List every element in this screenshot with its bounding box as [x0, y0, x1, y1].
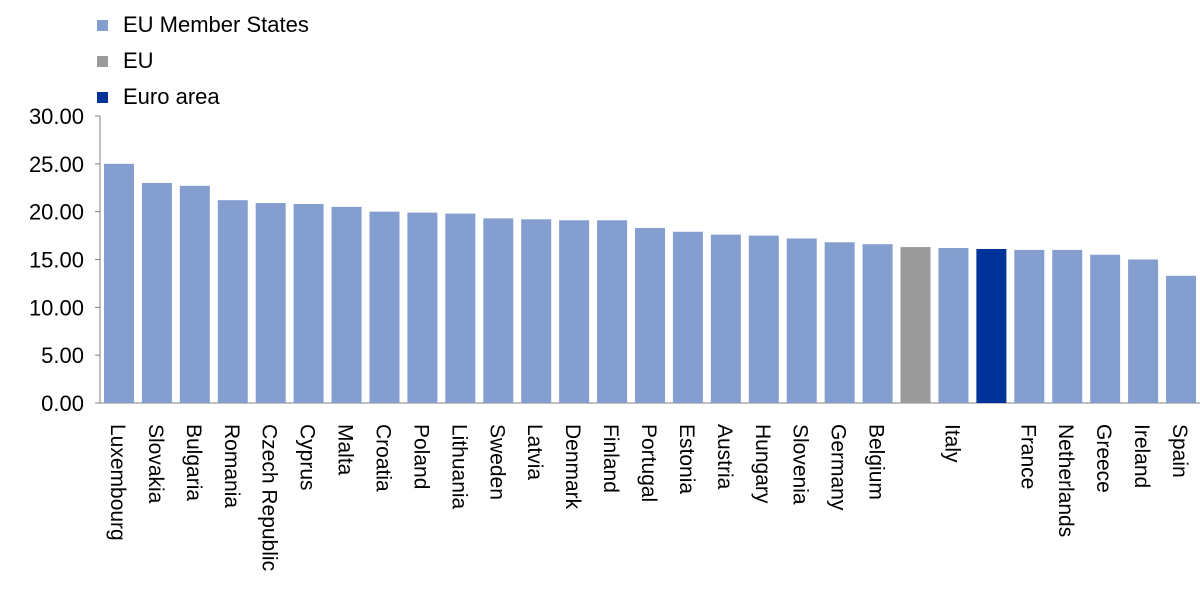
- x-tick-label: Greece: [1092, 424, 1115, 493]
- bar: [407, 212, 438, 403]
- x-tick-label: Cyprus: [296, 424, 319, 491]
- bar: [862, 244, 893, 403]
- bar: [179, 185, 210, 403]
- bar: [1014, 249, 1045, 403]
- bar: [672, 231, 703, 403]
- bar: [559, 220, 590, 403]
- bar: [900, 247, 931, 403]
- x-tick-label: Spain: [1168, 424, 1191, 478]
- x-tick-label: Austria: [713, 424, 736, 490]
- bar: [938, 248, 969, 403]
- bar: [521, 219, 552, 403]
- legend-item: EU: [97, 48, 154, 74]
- bar: [748, 235, 779, 403]
- x-tick-label: Estonia: [675, 424, 698, 494]
- legend-swatch: [97, 91, 108, 103]
- bar: [331, 206, 362, 403]
- legend-label: EU Member States: [123, 12, 309, 37]
- x-tick-label: Luxembourg: [106, 424, 129, 541]
- bar: [976, 248, 1007, 403]
- bar: [445, 213, 476, 403]
- bar: [483, 218, 514, 403]
- bar: [255, 203, 286, 403]
- bar: [217, 200, 248, 403]
- bar: [1052, 249, 1083, 403]
- x-tick-label: Bulgaria: [182, 424, 205, 501]
- bar: [824, 242, 855, 403]
- x-tick-label: Romania: [220, 424, 243, 508]
- legend-swatch: [97, 55, 108, 67]
- legend-item: EU Member States: [97, 12, 309, 38]
- x-tick-label: Slovenia: [789, 424, 812, 505]
- bar: [597, 220, 628, 403]
- x-tick-label: Croatia: [371, 424, 394, 492]
- y-tick-label: 25.00: [29, 152, 84, 177]
- bar: [103, 163, 134, 403]
- x-tick-label: Malta: [334, 424, 357, 476]
- legend-label: Euro area: [123, 84, 220, 109]
- bar: [1166, 275, 1197, 403]
- x-tick-label: Belgium: [865, 424, 888, 500]
- bar: [710, 234, 741, 403]
- x-tick-label: Hungary: [751, 424, 774, 504]
- legend-item: Euro area: [97, 84, 220, 110]
- x-tick-label: Netherlands: [1054, 424, 1077, 537]
- x-tick-label: Lithuania: [447, 424, 470, 510]
- bar: [635, 227, 665, 403]
- x-tick-label: Slovakia: [144, 424, 167, 504]
- x-tick-label: Poland: [409, 424, 432, 489]
- y-tick-label: 0.00: [41, 391, 84, 416]
- x-tick-label: Czech Republic: [258, 424, 281, 571]
- bar: [786, 238, 817, 403]
- x-tick-label: Finland: [599, 424, 622, 493]
- x-tick-label: France: [1016, 424, 1039, 489]
- y-tick-label: 30.00: [29, 104, 84, 129]
- bar: [141, 182, 172, 403]
- x-tick-label: Portugal: [637, 424, 660, 502]
- x-tick-label: Germany: [827, 424, 850, 511]
- y-tick-label: 10.00: [29, 295, 84, 320]
- legend-swatch: [97, 19, 108, 31]
- bar: [369, 211, 400, 403]
- legend-label: EU: [123, 48, 154, 73]
- x-tick-label: Italy: [940, 424, 963, 463]
- x-tick-label: Sweden: [485, 424, 508, 500]
- x-tick-label: Denmark: [561, 424, 584, 510]
- x-tick-label: Latvia: [523, 424, 546, 480]
- x-tick-label: Ireland: [1130, 424, 1153, 488]
- y-tick-label: 5.00: [41, 343, 84, 368]
- bar: [1090, 254, 1121, 403]
- bar: [293, 204, 324, 403]
- bar: [1128, 259, 1159, 403]
- y-tick-label: 15.00: [29, 248, 84, 273]
- y-tick-label: 20.00: [29, 200, 84, 225]
